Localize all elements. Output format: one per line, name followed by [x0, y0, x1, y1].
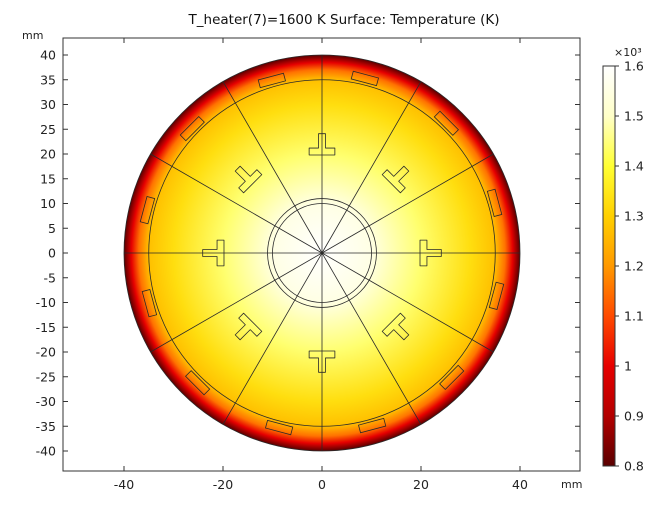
colorbar-tick-label: 0.8 — [624, 459, 644, 474]
sector-line — [321, 81, 422, 254]
colorbar-gradient — [602, 65, 616, 467]
rim-pad — [179, 115, 205, 142]
y-tick-label: -30 — [36, 394, 56, 409]
x-tick-label: -40 — [114, 477, 134, 492]
sector-line — [321, 252, 422, 425]
x-axis-unit: mm — [561, 478, 582, 491]
y-tick-label: -10 — [36, 295, 56, 310]
heater-t-feature — [234, 312, 263, 341]
colorbar-tick-label: 1.4 — [624, 159, 644, 174]
y-axis-ticks: 40 35 30 25 20 15 10 5 0 -5 -10 -15 -20 -25 -30 -35 -40 — [36, 48, 580, 459]
colorbar: ×10³ 1.6 1.5 1.4 1.3 1.2 1.1 1 0.9 0.8 — [602, 46, 644, 474]
x-tick-label: 20 — [413, 477, 429, 492]
colorbar-tick-label: 1.1 — [624, 309, 644, 324]
y-tick-label: 20 — [40, 147, 56, 162]
sector-line — [222, 81, 323, 254]
rim-pad — [358, 417, 387, 434]
rim-pad — [488, 281, 505, 311]
colorbar-tick-label: 1.6 — [624, 59, 644, 74]
sector-line — [222, 252, 323, 425]
rim-pad — [350, 70, 380, 87]
y-tick-label: 25 — [40, 122, 56, 137]
y-tick-label: -40 — [36, 444, 56, 459]
heater-t-feature — [202, 239, 225, 267]
y-tick-label: 30 — [40, 97, 56, 112]
colorbar-ticks: 1.6 1.5 1.4 1.3 1.2 1.1 1 0.9 0.8 — [615, 59, 644, 474]
y-tick-label: 0 — [48, 246, 56, 261]
y-tick-label: -35 — [36, 419, 56, 434]
x-tick-label: -20 — [213, 477, 233, 492]
geometry-outlines — [123, 54, 521, 452]
y-tick-label: 35 — [40, 72, 56, 87]
rim-pad — [184, 370, 211, 396]
sector-line — [150, 252, 323, 353]
sector-line — [150, 153, 323, 254]
heater-t-feature — [381, 165, 410, 194]
rim-pad — [257, 72, 286, 89]
y-tick-label: -25 — [36, 369, 56, 384]
heater-t-feature — [234, 165, 263, 194]
heater-t-feature — [419, 239, 442, 267]
heater-t-feature — [308, 133, 336, 156]
heater-t-feature — [308, 350, 336, 373]
chart-title: T_heater(7)=1600 K Surface: Temperature … — [188, 12, 500, 28]
rim-pad — [486, 188, 503, 217]
rim-pad — [139, 195, 156, 225]
y-tick-label: -20 — [36, 345, 56, 360]
y-tick-label: -5 — [44, 270, 56, 285]
y-tick-label: 5 — [48, 221, 56, 236]
x-tick-label: 40 — [512, 477, 528, 492]
y-tick-label: 40 — [40, 48, 56, 63]
colorbar-tick-label: 1.5 — [624, 109, 644, 124]
colorbar-multiplier: ×10³ — [614, 46, 642, 59]
x-axis-ticks: -40 -20 0 20 40 — [114, 38, 528, 492]
heater-t-feature — [381, 312, 410, 341]
colorbar-tick-label: 1.2 — [624, 259, 644, 274]
y-axis-unit: mm — [22, 29, 43, 42]
colorbar-tick-label: 1.3 — [624, 209, 644, 224]
rim-pad — [264, 419, 294, 436]
sector-line — [321, 252, 494, 353]
rim-pad — [433, 110, 460, 136]
colorbar-tick-label: 1 — [624, 359, 632, 374]
rim-pad — [439, 364, 465, 391]
rim-pad — [141, 289, 158, 318]
sector-line — [321, 153, 494, 254]
x-tick-label: 0 — [318, 477, 326, 492]
y-tick-label: 10 — [40, 196, 56, 211]
colorbar-tick-label: 0.9 — [624, 409, 644, 424]
y-tick-label: -15 — [36, 320, 56, 335]
y-tick-label: 15 — [40, 171, 56, 186]
